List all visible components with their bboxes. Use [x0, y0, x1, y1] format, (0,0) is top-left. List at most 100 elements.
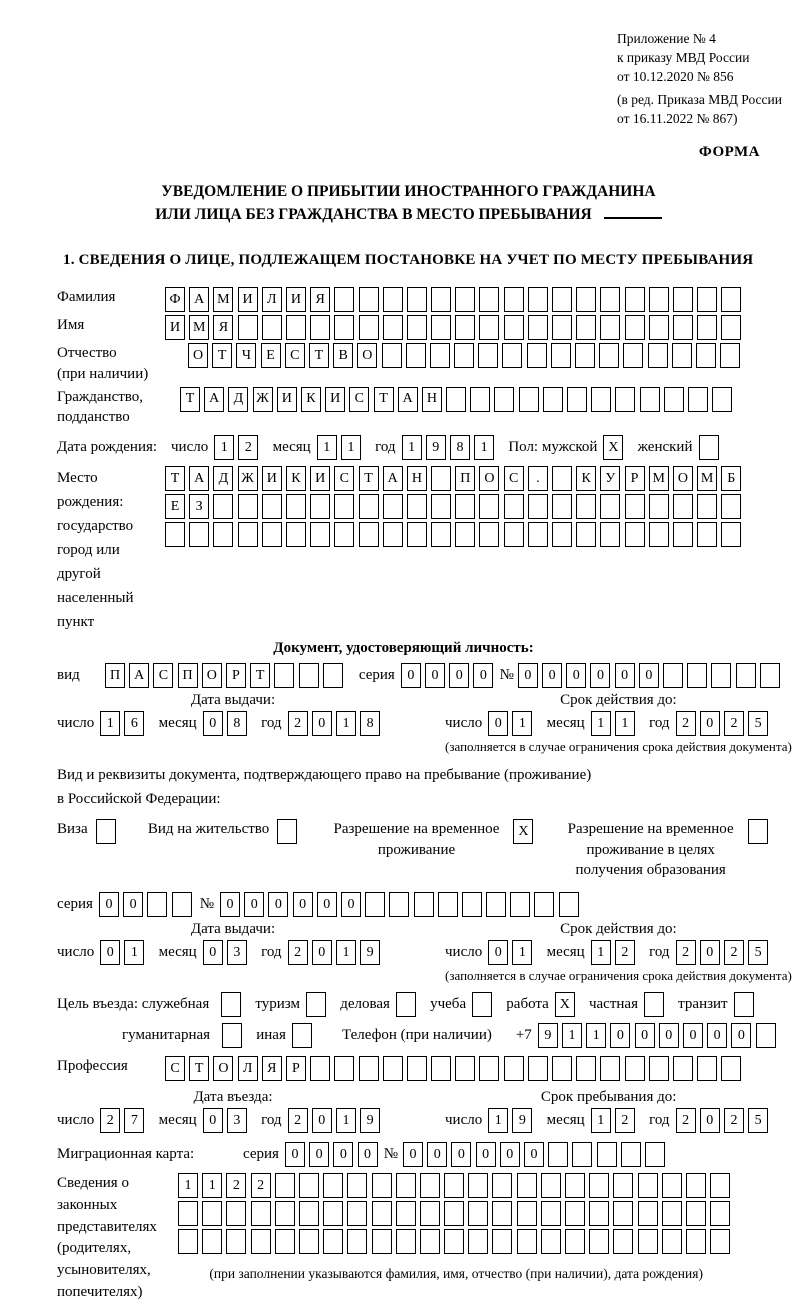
char-cell[interactable]: 0 [311, 711, 332, 737]
char-cell[interactable] [503, 522, 524, 548]
char-cell[interactable] [406, 1056, 427, 1082]
char-cell[interactable]: 0 [311, 1108, 332, 1134]
char-cell[interactable] [637, 1229, 658, 1255]
char-cell[interactable]: 0 [244, 892, 265, 918]
char-cell[interactable] [565, 1173, 585, 1199]
char-cell[interactable] [455, 494, 476, 520]
char-cell[interactable] [382, 315, 403, 341]
char-cell[interactable] [444, 1229, 465, 1255]
char-cell[interactable] [298, 1229, 319, 1255]
char-cell[interactable]: Р [285, 1056, 306, 1082]
char-cell[interactable] [479, 1056, 500, 1082]
char-cell[interactable]: 0 [699, 940, 720, 966]
char-cell[interactable]: О [479, 466, 500, 492]
char-cell[interactable]: 0 [403, 1142, 423, 1168]
char-cell[interactable]: 0 [638, 663, 659, 689]
char-cell[interactable]: 5 [748, 711, 769, 737]
char-cell[interactable] [405, 343, 426, 369]
char-cell[interactable] [358, 315, 379, 341]
char-cell[interactable] [623, 343, 644, 369]
char-cell[interactable]: 0 [202, 940, 223, 966]
char-cell[interactable]: С [503, 466, 524, 492]
char-cell[interactable] [479, 522, 500, 548]
char-cell[interactable] [527, 1056, 548, 1082]
char-cell[interactable] [306, 992, 327, 1018]
char-cell[interactable] [395, 1201, 416, 1227]
char-cell[interactable]: 9 [537, 1023, 558, 1049]
char-cell[interactable]: С [349, 386, 370, 412]
char-cell[interactable] [711, 663, 732, 689]
char-cell[interactable] [599, 343, 620, 369]
char-cell[interactable]: Д [228, 386, 249, 412]
char-cell[interactable]: С [165, 1056, 185, 1082]
char-cell[interactable]: Е [165, 494, 185, 520]
char-cell[interactable] [285, 494, 306, 520]
char-cell[interactable]: А [189, 287, 210, 313]
char-cell[interactable] [661, 1229, 682, 1255]
char-cell[interactable] [672, 287, 693, 313]
char-cell[interactable]: И [165, 315, 185, 341]
char-cell[interactable]: 2 [614, 1108, 635, 1134]
char-cell[interactable] [720, 343, 741, 369]
char-cell[interactable] [406, 522, 427, 548]
char-cell[interactable] [672, 315, 693, 341]
char-cell[interactable] [698, 435, 719, 461]
char-cell[interactable]: Н [406, 466, 427, 492]
char-cell[interactable]: 9 [360, 1108, 381, 1134]
char-cell[interactable] [250, 1201, 271, 1227]
char-cell[interactable]: Т [373, 386, 394, 412]
char-cell[interactable]: 0 [100, 940, 121, 966]
char-cell[interactable]: К [576, 466, 597, 492]
char-cell[interactable]: И [325, 386, 346, 412]
char-cell[interactable] [591, 386, 612, 412]
char-cell[interactable]: X [513, 819, 534, 845]
char-cell[interactable]: И [261, 466, 282, 492]
char-cell[interactable] [558, 892, 579, 918]
char-cell[interactable] [624, 315, 645, 341]
char-cell[interactable] [550, 343, 571, 369]
char-cell[interactable]: 1 [401, 435, 422, 461]
char-cell[interactable] [382, 494, 403, 520]
char-cell[interactable] [358, 494, 379, 520]
char-cell[interactable]: Ж [237, 466, 258, 492]
char-cell[interactable]: 0 [449, 663, 470, 689]
char-cell[interactable]: Т [165, 466, 185, 492]
char-cell[interactable]: 0 [311, 940, 332, 966]
char-cell[interactable]: X [554, 992, 575, 1018]
char-cell[interactable] [552, 315, 572, 341]
char-cell[interactable] [759, 663, 780, 689]
char-cell[interactable] [567, 386, 587, 412]
char-cell[interactable]: 1 [100, 711, 121, 737]
char-cell[interactable]: Т [212, 343, 233, 369]
char-cell[interactable] [274, 1229, 295, 1255]
char-cell[interactable]: П [177, 663, 198, 689]
char-cell[interactable] [503, 1056, 524, 1082]
char-cell[interactable] [395, 992, 416, 1018]
char-cell[interactable]: 0 [566, 663, 587, 689]
char-cell[interactable]: 9 [512, 1108, 533, 1134]
char-cell[interactable] [347, 1173, 368, 1199]
char-cell[interactable]: Д [213, 466, 234, 492]
char-cell[interactable]: М [697, 466, 718, 492]
char-cell[interactable] [237, 494, 258, 520]
char-cell[interactable] [596, 1142, 617, 1168]
char-cell[interactable] [431, 287, 452, 313]
char-cell[interactable] [492, 1201, 513, 1227]
char-cell[interactable]: 1 [335, 711, 356, 737]
char-cell[interactable]: 5 [748, 1108, 769, 1134]
char-cell[interactable] [492, 1229, 513, 1255]
char-cell[interactable] [510, 892, 531, 918]
char-cell[interactable] [637, 1201, 658, 1227]
char-cell[interactable]: А [129, 663, 150, 689]
char-cell[interactable] [371, 1229, 392, 1255]
char-cell[interactable]: А [397, 386, 418, 412]
char-cell[interactable] [413, 892, 434, 918]
char-cell[interactable] [381, 343, 402, 369]
char-cell[interactable] [624, 1056, 645, 1082]
char-cell[interactable] [226, 1229, 247, 1255]
char-cell[interactable]: 0 [316, 892, 337, 918]
char-cell[interactable] [382, 287, 403, 313]
char-cell[interactable] [613, 1173, 634, 1199]
char-cell[interactable] [589, 1201, 610, 1227]
char-cell[interactable] [685, 1201, 706, 1227]
